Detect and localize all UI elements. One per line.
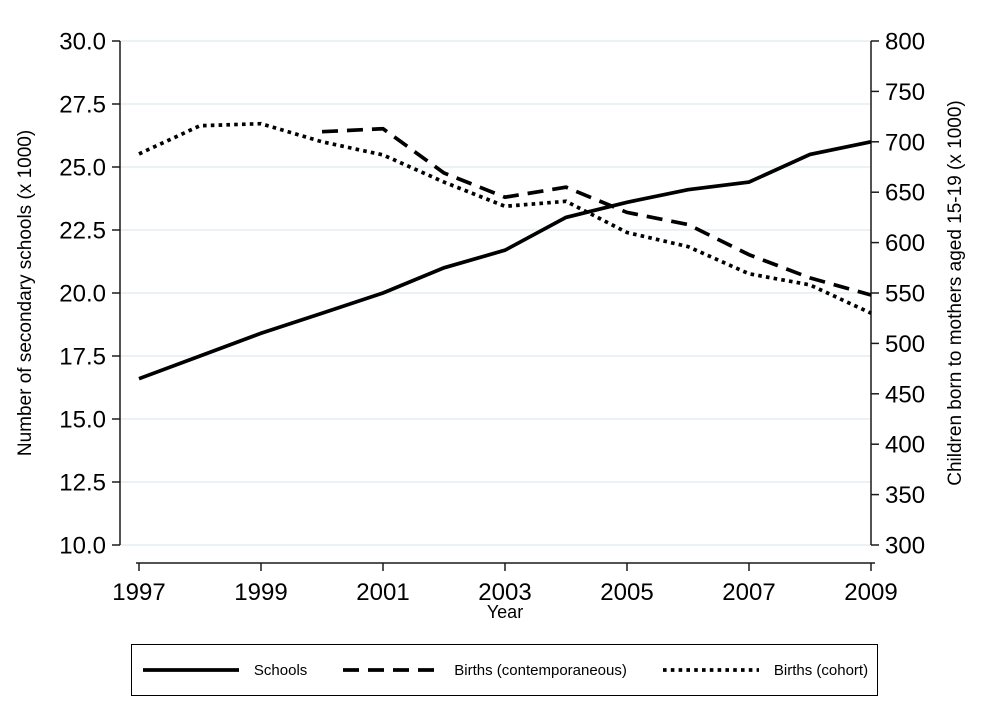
y-left-tick-label: 30.0 xyxy=(59,29,106,56)
x-tick-label: 1997 xyxy=(112,579,165,606)
y-right-tick-label: 500 xyxy=(885,331,925,358)
y-left-tick-label: 27.5 xyxy=(59,92,106,119)
x-tick-label: 2005 xyxy=(600,579,653,606)
y-left-tick-label: 12.5 xyxy=(59,470,106,497)
x-tick-label: 2007 xyxy=(722,579,775,606)
series-lines xyxy=(138,121,872,381)
y-axis-right: 800 750 700 650 600 550 500 450 400 350 300 xyxy=(870,29,925,560)
y-left-tick-label: 22.5 xyxy=(59,218,106,245)
legend-label: Schools xyxy=(253,661,308,679)
x-axis-title: Year xyxy=(487,602,523,622)
y-right-tick-label: 350 xyxy=(885,482,925,509)
legend-entry-births-contemporaneous: Births (contemporaneous) xyxy=(341,662,627,679)
y-right-tick-label: 300 xyxy=(885,533,925,560)
y-left-tick-label: 20.0 xyxy=(59,281,106,308)
y-right-tick-label: 550 xyxy=(885,281,925,308)
x-tick-label: 2009 xyxy=(844,579,897,606)
x-tick-label: 2001 xyxy=(356,579,409,606)
x-axis: 1997 1999 2001 2003 2005 2007 2009 xyxy=(112,562,898,606)
series-line-births-cohort xyxy=(138,121,872,315)
y-axis-left-title: Number of secondary schools (x 1000) xyxy=(15,130,36,456)
series-line-schools xyxy=(138,139,872,381)
y-right-tick-label: 700 xyxy=(885,129,925,156)
y-right-tick-label: 450 xyxy=(885,381,925,408)
legend-label: Births (contemporaneous) xyxy=(454,661,627,679)
y-left-tick-label: 10.0 xyxy=(59,533,106,560)
legend-line-sample-dashed xyxy=(343,668,440,672)
legend-line-sample-dotted xyxy=(662,668,759,672)
y-right-tick-label: 600 xyxy=(885,230,925,257)
series-line-births-contemporaneous xyxy=(321,126,872,297)
legend-entry-births-cohort: Births (cohort) xyxy=(661,662,868,679)
y-right-tick-label: 650 xyxy=(885,180,925,207)
y-left-tick-label: 17.5 xyxy=(59,344,106,371)
x-tick-label: 2003 xyxy=(478,579,531,606)
x-tick-label: 1999 xyxy=(234,579,287,606)
legend-label: Births (cohort) xyxy=(773,661,869,679)
y-left-tick-label: 25.0 xyxy=(59,155,106,182)
legend-entry-schools: Schools xyxy=(141,662,307,679)
y-axis-right-title: Children born to mothers aged 15-19 (x 1… xyxy=(945,100,966,486)
y-right-tick-label: 400 xyxy=(885,432,925,459)
y-left-tick-label: 15.0 xyxy=(59,407,106,434)
legend-line-sample-solid xyxy=(142,668,239,672)
y-right-tick-label: 750 xyxy=(885,79,925,106)
y-axis-left: 30.0 27.5 25.0 22.5 20.0 17.5 15.0 12.5 10.0 xyxy=(59,29,121,560)
gridlines xyxy=(120,40,871,546)
legend: Schools Births (contemporaneous) Births (c… xyxy=(131,644,878,696)
y-right-tick-label: 800 xyxy=(885,29,925,56)
